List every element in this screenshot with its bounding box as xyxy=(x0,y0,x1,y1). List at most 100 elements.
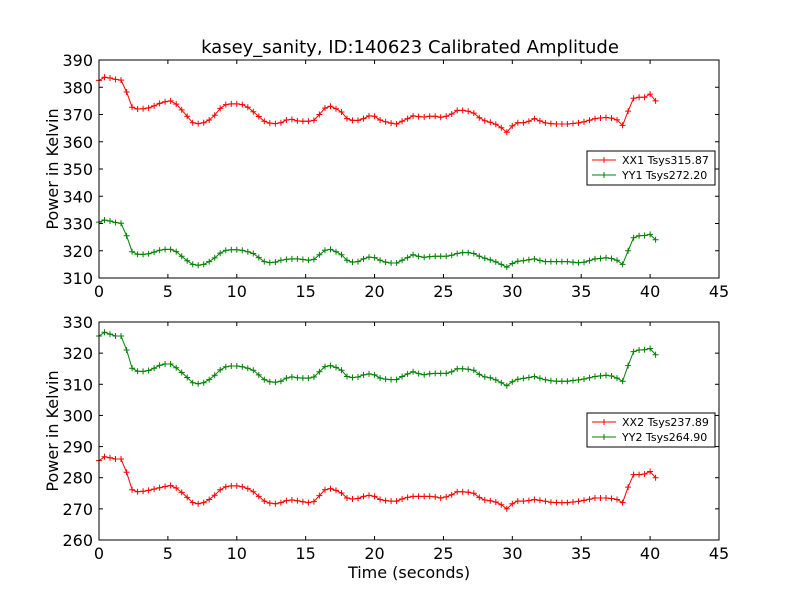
data-point xyxy=(586,374,593,381)
data-point xyxy=(222,247,229,254)
data-point xyxy=(244,365,251,372)
data-point xyxy=(200,119,207,126)
data-point xyxy=(619,261,626,268)
bottom-plot: 0 5 10 15 20 25 30 35 40 45 260 270 280 290 300 310 320 3… xyxy=(43,313,729,582)
data-point xyxy=(498,124,505,131)
data-point xyxy=(112,456,119,462)
data-point xyxy=(123,89,130,95)
data-point xyxy=(283,375,290,382)
data-point xyxy=(239,247,246,254)
data-point xyxy=(200,499,207,506)
data-point xyxy=(316,368,323,375)
data-point xyxy=(581,118,587,125)
data-point xyxy=(608,115,615,122)
data-point xyxy=(349,496,356,502)
data-point xyxy=(625,247,632,254)
data-point xyxy=(432,493,439,500)
data-point xyxy=(558,499,565,506)
data-point xyxy=(415,253,422,260)
data-point xyxy=(250,367,257,374)
data-point xyxy=(244,104,251,111)
data-point xyxy=(542,119,549,126)
data-point xyxy=(382,497,389,504)
data-point xyxy=(118,333,124,339)
data-point xyxy=(322,486,328,493)
data-point xyxy=(294,117,301,124)
data-point xyxy=(426,113,433,120)
data-point xyxy=(310,498,317,505)
data-point xyxy=(421,114,428,120)
data-point xyxy=(597,495,604,501)
data-point xyxy=(366,112,372,119)
data-point xyxy=(465,366,472,373)
data-point xyxy=(322,247,328,254)
top-plot: 0 5 10 15 20 25 30 35 40 45 310 320 330 340 350 360 370 3… xyxy=(43,51,729,301)
data-point xyxy=(514,258,521,265)
data-point xyxy=(228,363,235,369)
y-tick-label: 310 xyxy=(62,375,93,394)
data-point xyxy=(360,371,367,378)
data-point xyxy=(575,498,582,505)
x-tick-label: 45 xyxy=(709,544,729,563)
y-tick-label: 390 xyxy=(62,51,93,70)
data-point xyxy=(322,105,328,112)
legend: XX2 Tsys237.89 YY2 Tsys264.90 xyxy=(586,412,716,448)
data-point xyxy=(107,331,113,338)
data-point xyxy=(145,487,152,494)
data-point xyxy=(327,246,334,253)
data-point xyxy=(393,260,400,266)
data-point xyxy=(217,366,224,373)
data-point xyxy=(597,372,604,379)
data-point xyxy=(338,251,345,258)
data-point xyxy=(564,258,571,265)
data-point xyxy=(228,246,235,253)
data-point xyxy=(134,251,141,258)
data-point xyxy=(333,248,339,255)
data-point xyxy=(630,471,637,478)
data-point xyxy=(514,498,521,505)
data-point xyxy=(592,115,598,122)
data-point xyxy=(481,255,488,262)
data-point xyxy=(509,378,516,385)
x-tick-label: 20 xyxy=(364,282,384,301)
data-point xyxy=(222,483,229,490)
data-point xyxy=(625,108,632,115)
data-point xyxy=(283,256,290,263)
data-point xyxy=(520,498,527,505)
x-tick-label: 15 xyxy=(295,544,315,563)
y-tick-label: 380 xyxy=(62,78,93,97)
data-point xyxy=(140,488,147,495)
data-point xyxy=(349,259,356,266)
series-1-1 xyxy=(96,74,659,136)
data-point xyxy=(525,374,532,381)
data-point xyxy=(575,259,582,266)
data-point xyxy=(189,379,196,386)
data-point xyxy=(558,121,565,127)
data-point xyxy=(630,95,637,102)
data-point xyxy=(470,490,477,497)
data-point xyxy=(487,256,494,263)
data-point xyxy=(200,379,207,386)
data-point xyxy=(608,255,615,262)
data-point xyxy=(206,376,213,383)
data-point xyxy=(630,234,637,241)
data-point xyxy=(553,258,560,265)
data-point xyxy=(564,378,571,385)
data-point xyxy=(366,370,372,377)
data-point xyxy=(525,118,532,125)
legend-label: XX2 Tsys237.89 xyxy=(622,416,709,429)
data-point xyxy=(647,91,654,98)
data-point xyxy=(520,375,527,382)
data-point xyxy=(542,498,549,505)
data-point xyxy=(509,260,516,267)
legend-box xyxy=(586,412,716,448)
data-point xyxy=(470,250,477,257)
data-point xyxy=(261,258,268,265)
data-point xyxy=(448,491,455,498)
x-tick-label: 35 xyxy=(571,282,591,301)
data-point xyxy=(619,378,626,385)
data-point xyxy=(272,379,279,386)
data-point xyxy=(107,218,113,224)
data-point xyxy=(151,249,158,256)
